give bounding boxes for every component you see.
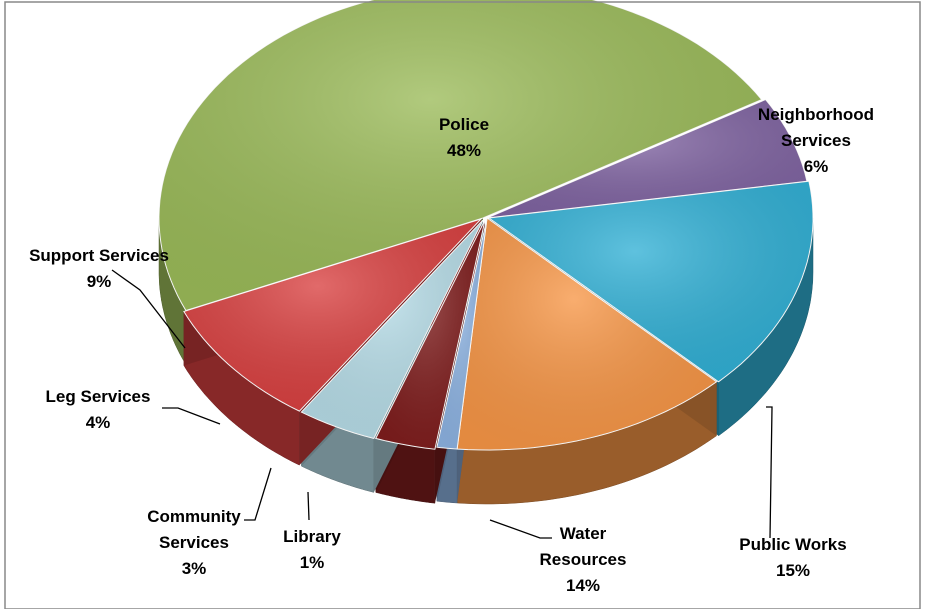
- data-label-neighborhood-services: Neighborhood Services 6%: [758, 105, 874, 176]
- data-label-leg-services: Leg Services 4%: [46, 387, 151, 432]
- leader-line-public-works: [766, 406, 773, 539]
- data-label-line: 6%: [804, 157, 829, 176]
- leader-line-library: [307, 491, 310, 521]
- data-label-line: Library: [283, 527, 341, 546]
- data-label-line: Public Works: [739, 535, 846, 554]
- leader-line-leg-services: [162, 407, 221, 425]
- data-label-line: Services: [159, 533, 229, 552]
- data-label-line: Leg Services: [46, 387, 151, 406]
- slice-gloss-support-services: [183, 219, 481, 412]
- data-label-line: 15%: [776, 561, 810, 580]
- leader-line-water-resources: [489, 519, 552, 539]
- slice-gloss-leg-services: [301, 220, 483, 439]
- data-label-support-services: Support Services 9%: [29, 246, 169, 291]
- data-label-library: Library 1%: [283, 527, 341, 572]
- data-label-line: Water: [560, 524, 607, 543]
- slice-gloss-neighborhood-services: [487, 99, 807, 218]
- data-label-water-resources: Water Resources 14%: [540, 524, 627, 595]
- slice-gloss-public-works: [489, 181, 813, 382]
- leader-line-community-services: [244, 467, 272, 521]
- data-label-line: 3%: [182, 559, 207, 578]
- data-label-line: 9%: [87, 272, 112, 291]
- data-label-line: Support Services: [29, 246, 169, 265]
- data-label-line: 1%: [300, 553, 325, 572]
- data-label-line: Police: [439, 115, 489, 134]
- data-label-line: Community: [147, 507, 241, 526]
- slice-gloss-community-services: [375, 220, 485, 450]
- leader-line-support-services: [111, 269, 186, 349]
- data-label-line: 14%: [566, 576, 600, 595]
- data-label-line: 48%: [447, 141, 481, 160]
- data-label-line: Services: [781, 131, 851, 150]
- slice-gloss-library: [436, 218, 487, 449]
- data-label-line: Resources: [540, 550, 627, 569]
- data-label-public-works: Public Works 15%: [739, 535, 846, 580]
- data-label-line: Neighborhood: [758, 105, 874, 124]
- data-label-police: Police 48%: [439, 115, 489, 160]
- slice-gloss-police: [159, 0, 762, 311]
- data-label-line: 4%: [86, 413, 111, 432]
- slice-gloss-water-resources: [457, 218, 717, 450]
- data-label-community-services: Community Services 3%: [147, 507, 241, 578]
